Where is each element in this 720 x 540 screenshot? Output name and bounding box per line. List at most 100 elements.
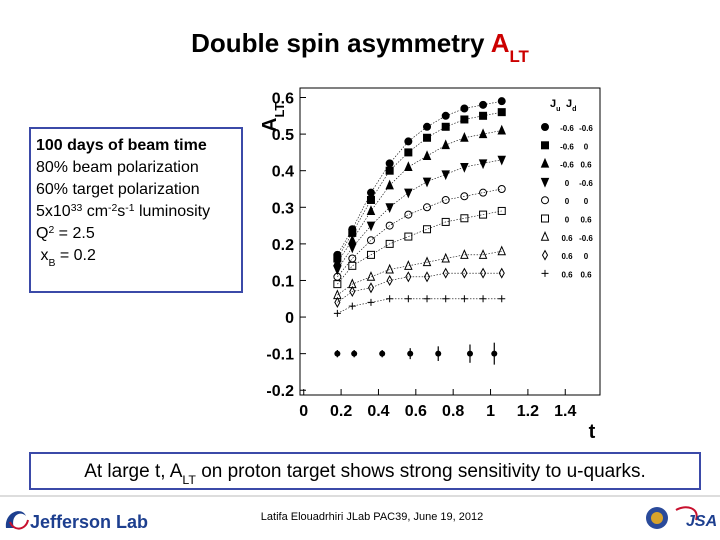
marker [367, 282, 375, 294]
marker [479, 295, 487, 303]
marker [404, 148, 413, 157]
legend-jd: 0.6 [580, 216, 592, 225]
marker [422, 150, 432, 161]
text-segment: 5x10 [36, 203, 71, 220]
legend-ju: -0.6 [560, 161, 574, 170]
marker [366, 250, 375, 259]
info-line: Q2 = 2.5 [36, 225, 95, 243]
text-segment: = 0.2 [55, 247, 96, 264]
marker [333, 309, 341, 317]
marker [441, 170, 450, 181]
x-tick-label: 1.2 [517, 403, 539, 420]
marker [422, 256, 432, 267]
x-tick-label: 0.8 [442, 403, 464, 420]
marker [441, 252, 450, 263]
statement-box [29, 452, 701, 490]
text-segment: 33 [71, 203, 83, 214]
info-line: 5x1033 cm-2s-1 luminosity [36, 203, 210, 221]
info-box [29, 127, 243, 293]
text-segment: cm [82, 203, 108, 220]
text-segment: B [48, 258, 55, 269]
marker [366, 205, 376, 215]
marker [441, 122, 450, 131]
marker [460, 295, 468, 303]
y-tick-label: 0.5 [272, 127, 294, 144]
y-tick-label: 0.3 [272, 200, 294, 217]
x-tick-label: 1 [486, 403, 495, 420]
marker [442, 295, 450, 303]
text-segment: luminosity [135, 203, 211, 220]
info-line: 100 days of beam time [36, 137, 207, 154]
marker [385, 159, 394, 168]
marker [404, 260, 413, 270]
marker [479, 111, 488, 120]
marker [460, 163, 469, 173]
legend-marker [540, 157, 550, 168]
marker [379, 350, 386, 357]
marker [435, 350, 442, 357]
marker [334, 296, 341, 308]
marker [386, 274, 393, 286]
marker [460, 249, 469, 259]
text-segment: At large t, A [84, 461, 183, 482]
marker [386, 295, 394, 303]
marker [385, 263, 394, 274]
legend-jd: 0 [584, 142, 589, 151]
y-axis-label: ALT [259, 103, 287, 132]
text-segment: 60% target polarization [36, 181, 200, 198]
series-line [337, 130, 502, 263]
jsa-logo-icon [646, 506, 698, 529]
marker [479, 267, 487, 279]
x-axis-label: t [589, 421, 596, 443]
text-segment: Double spin asymmetry [191, 28, 491, 58]
legend-marker [540, 177, 550, 188]
marker [348, 302, 356, 310]
legend-marker [541, 123, 549, 131]
series-line [337, 272, 502, 303]
slide-title: Double spin asymmetry ALT [191, 28, 529, 66]
text-segment: x [36, 247, 48, 264]
x-tick-label: 0.6 [405, 403, 427, 420]
legend-ju: -0.6 [560, 142, 574, 151]
marker [497, 155, 507, 166]
marker [460, 104, 469, 113]
marker [441, 111, 450, 120]
marker [497, 97, 506, 106]
x-tick-label: 0.4 [367, 403, 389, 420]
statement: At large t, ALT on proton target shows s… [84, 461, 646, 487]
info-line: xB = 0.2 [36, 247, 96, 269]
marker [461, 267, 468, 279]
marker [333, 265, 342, 276]
marker [479, 100, 488, 109]
x-tick-label: 0.2 [330, 403, 352, 420]
logo-text: Jefferson Lab [30, 512, 148, 532]
marker [478, 128, 488, 139]
marker [479, 210, 488, 219]
marker [366, 188, 375, 197]
y-tick-label: 0.1 [272, 273, 294, 290]
text-segment: s [117, 203, 125, 220]
marker [404, 137, 413, 146]
marker [423, 133, 432, 142]
marker [423, 225, 432, 234]
marker [460, 115, 469, 124]
marker [460, 132, 469, 142]
legend-jd: -0.6 [579, 234, 593, 243]
marker [407, 350, 414, 357]
legend-ju: 0.6 [561, 234, 573, 243]
y-tick-label: -0.1 [266, 347, 294, 364]
legend-marker [541, 214, 549, 223]
legend-header: Jd [566, 98, 577, 113]
marker [404, 210, 413, 219]
legend-marker [541, 141, 549, 150]
series-line [337, 111, 502, 259]
marker [367, 298, 375, 306]
text-segment: -1 [125, 203, 134, 214]
y-tick-label: 0 [285, 310, 294, 327]
marker [404, 232, 413, 241]
marker [423, 203, 432, 212]
marker [497, 245, 507, 256]
text-segment: -2 [108, 203, 117, 214]
text-segment: J [566, 98, 572, 110]
